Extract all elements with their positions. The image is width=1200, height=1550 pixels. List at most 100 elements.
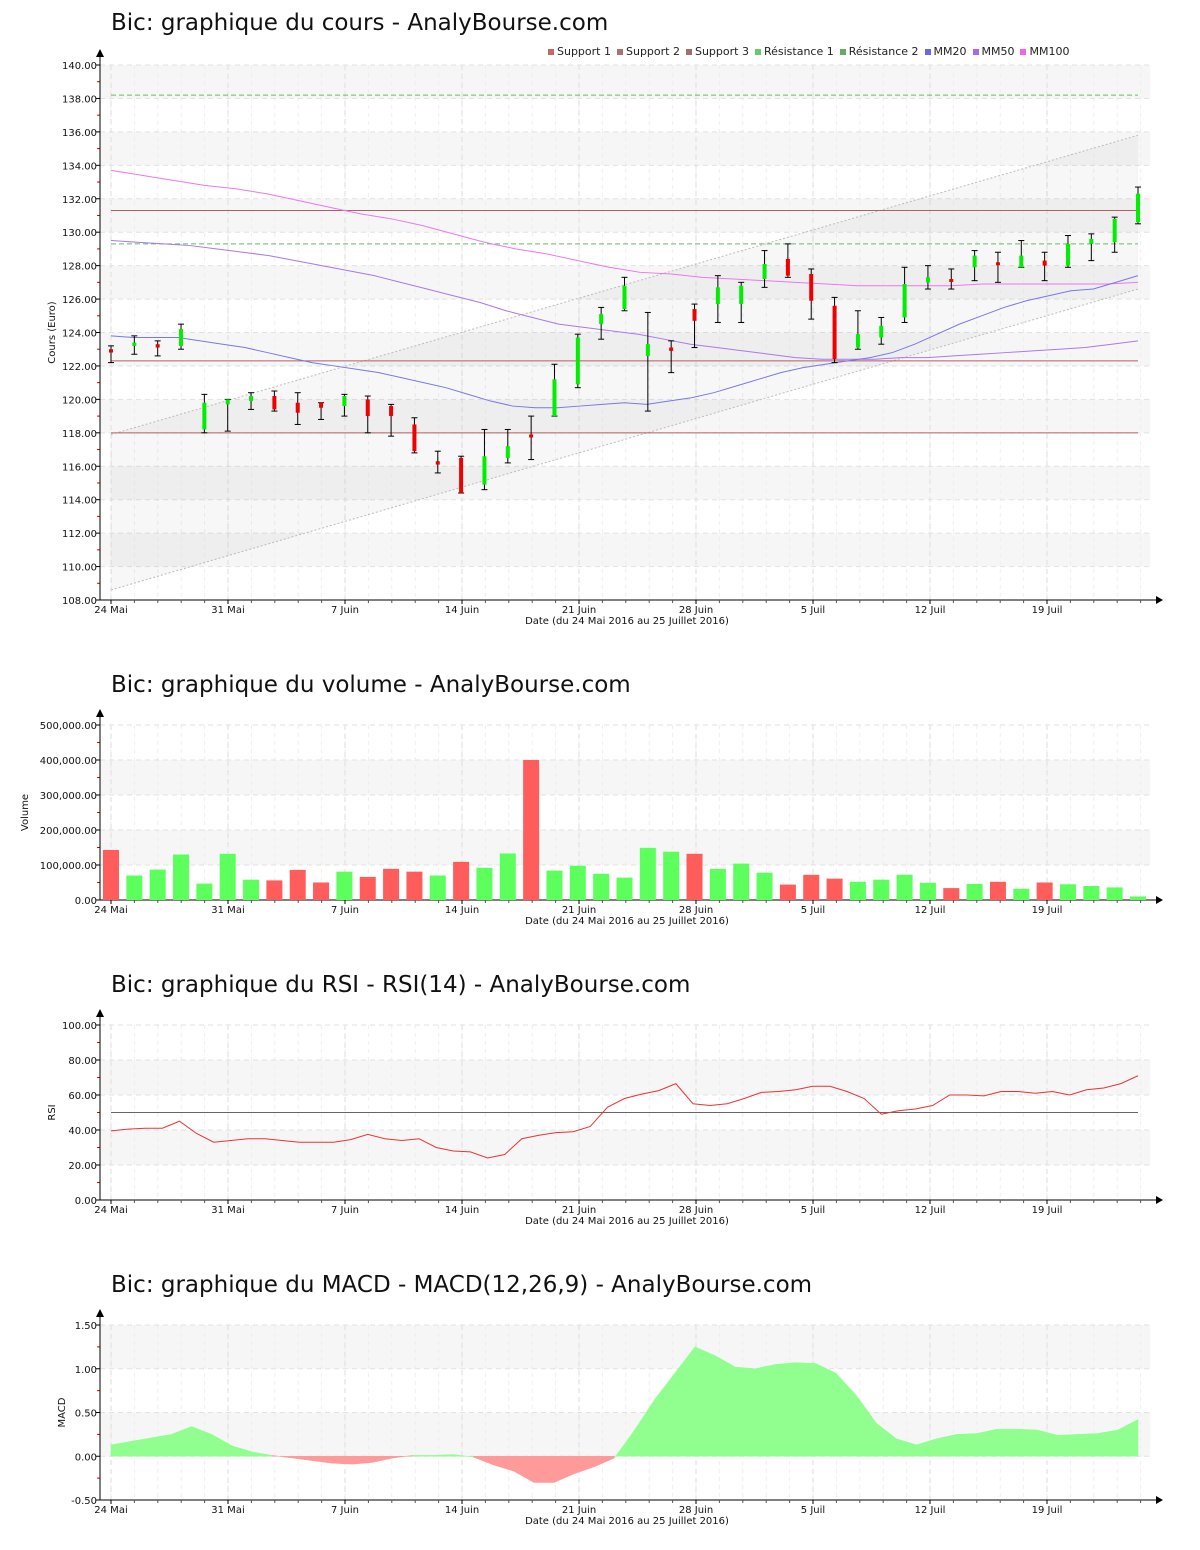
legend-swatch-icon [972,49,979,55]
svg-text:Cours (Euro): Cours (Euro) [47,301,58,364]
svg-text:19 Juil: 19 Juil [1032,605,1063,616]
svg-text:40.00: 40.00 [68,1126,97,1137]
svg-text:Volume: Volume [20,794,31,831]
svg-text:21 Juin: 21 Juin [562,1505,596,1516]
svg-text:140.00: 140.00 [62,61,97,72]
svg-text:20.00: 20.00 [68,1161,97,1172]
price-chart-title: Bic: graphique du cours - AnalyBourse.co… [111,10,609,36]
svg-text:5 Juil: 5 Juil [801,1505,825,1516]
svg-text:7 Juin: 7 Juin [331,905,359,916]
legend-swatch-icon [685,49,692,55]
svg-text:12 Juil: 12 Juil [915,605,946,616]
svg-text:138.00: 138.00 [62,94,97,105]
legend-label: MM20 [933,45,967,58]
legend-label: Support 1 [557,45,611,58]
svg-text:7 Juin: 7 Juin [331,1505,359,1516]
svg-text:0.00: 0.00 [75,1452,97,1463]
legend-label: Résistance 2 [848,45,919,58]
price-chart: 108.00 110.00 112.00 114.00 116.00 118.00 120.… [47,49,1163,627]
svg-text:Date (du 24 Mai 2016 au 25 Jui: Date (du 24 Mai 2016 au 25 Juillet 2016) [525,616,729,627]
svg-text:200,000.00: 200,000.00 [40,826,97,837]
svg-text:500,000.00: 500,000.00 [40,721,97,732]
legend-item: Résistance 2 [839,45,919,58]
svg-text:110.00: 110.00 [62,563,97,574]
legend-swatch-icon [1020,49,1027,55]
svg-text:24 Mai: 24 Mai [94,1505,127,1516]
svg-text:24 Mai: 24 Mai [94,1205,127,1216]
svg-text:0.00: 0.00 [75,1196,97,1207]
legend-swatch-icon [548,49,554,55]
price-legend: Support 1 Support 2 Support 3 Résistance 1 R… [548,45,1069,58]
svg-text:Date (du 24 Mai 2016 au 25 Jui: Date (du 24 Mai 2016 au 25 Juillet 2016) [525,1516,729,1527]
svg-text:28 Juin: 28 Juin [679,905,713,916]
legend-item: Support 1 [548,45,611,58]
macd-chart-title: Bic: graphique du MACD - MACD(12,26,9) -… [111,1272,813,1298]
svg-text:31 Mai: 31 Mai [211,605,244,616]
legend-swatch-icon [924,49,931,55]
svg-text:122.00: 122.00 [62,362,97,373]
svg-text:124.00: 124.00 [62,329,97,340]
volume-chart-title: Bic: graphique du volume - AnalyBourse.c… [111,672,631,698]
legend-item: MM50 [972,45,1015,58]
svg-text:14 Juin: 14 Juin [445,1205,479,1216]
svg-text:128.00: 128.00 [62,262,97,273]
svg-text:-0.50: -0.50 [71,1496,97,1507]
svg-text:Date (du 24 Mai 2016 au 25 Jui: Date (du 24 Mai 2016 au 25 Juillet 2016) [525,1216,729,1227]
legend-item: Résistance 1 [754,45,834,58]
legend-swatch-icon [754,49,761,55]
svg-text:116.00: 116.00 [62,462,97,473]
legend-label: Support 3 [694,45,749,58]
svg-text:80.00: 80.00 [68,1056,97,1067]
svg-text:28 Juin: 28 Juin [679,1505,713,1516]
volume-chart: 0.00 100,000.00 200,000.00 300,000.00 400,00… [20,709,1163,927]
svg-text:118.00: 118.00 [62,429,97,440]
svg-text:28 Juin: 28 Juin [679,1205,713,1216]
svg-text:5 Juil: 5 Juil [801,1205,825,1216]
svg-text:31 Mai: 31 Mai [211,905,244,916]
svg-text:1.50: 1.50 [75,1321,97,1332]
legend-swatch-icon [839,49,846,55]
svg-text:126.00: 126.00 [62,295,97,306]
svg-text:14 Juin: 14 Juin [445,905,479,916]
svg-text:Date (du 24 Mai 2016 au 25 Jui: Date (du 24 Mai 2016 au 25 Juillet 2016) [525,916,729,927]
legend-label: Support 2 [625,45,680,58]
legend-item: MM100 [1020,45,1069,58]
svg-text:21 Juin: 21 Juin [562,1205,596,1216]
legend-label: MM100 [1029,45,1070,58]
svg-text:130.00: 130.00 [62,228,97,239]
svg-text:RSI: RSI [47,1104,58,1120]
svg-text:114.00: 114.00 [62,496,97,507]
svg-text:5 Juil: 5 Juil [801,605,825,616]
svg-text:100,000.00: 100,000.00 [40,861,97,872]
svg-text:112.00: 112.00 [62,529,97,540]
svg-text:24 Mai: 24 Mai [94,905,127,916]
svg-text:12 Juil: 12 Juil [915,905,946,916]
svg-text:19 Juil: 19 Juil [1032,1505,1063,1516]
svg-text:14 Juin: 14 Juin [445,605,479,616]
legend-label: MM50 [981,45,1015,58]
svg-text:21 Juin: 21 Juin [562,905,596,916]
svg-text:0.50: 0.50 [75,1409,97,1420]
legend-label: Résistance 1 [763,45,834,58]
svg-text:21 Juin: 21 Juin [562,605,596,616]
svg-text:5 Juil: 5 Juil [801,905,825,916]
svg-text:12 Juil: 12 Juil [915,1505,946,1516]
legend-swatch-icon [616,49,623,55]
svg-text:14 Juin: 14 Juin [445,1505,479,1516]
svg-text:31 Mai: 31 Mai [211,1505,244,1516]
svg-text:60.00: 60.00 [68,1091,97,1102]
svg-text:0.00: 0.00 [75,896,97,907]
svg-text:31 Mai: 31 Mai [211,1205,244,1216]
svg-text:28 Juin: 28 Juin [679,605,713,616]
svg-text:100.00: 100.00 [62,1021,97,1032]
svg-text:7 Juin: 7 Juin [331,1205,359,1216]
svg-text:19 Juil: 19 Juil [1032,905,1063,916]
svg-text:132.00: 132.00 [62,195,97,206]
svg-text:400,000.00: 400,000.00 [40,756,97,767]
rsi-chart-title: Bic: graphique du RSI - RSI(14) - AnalyB… [111,972,691,998]
legend-item: MM20 [924,45,967,58]
rsi-chart: 0.00 20.00 40.00 60.00 80.00 100.00 24 Mai 31 M… [47,1009,1163,1227]
svg-text:MACD: MACD [57,1397,68,1427]
svg-text:136.00: 136.00 [62,128,97,139]
